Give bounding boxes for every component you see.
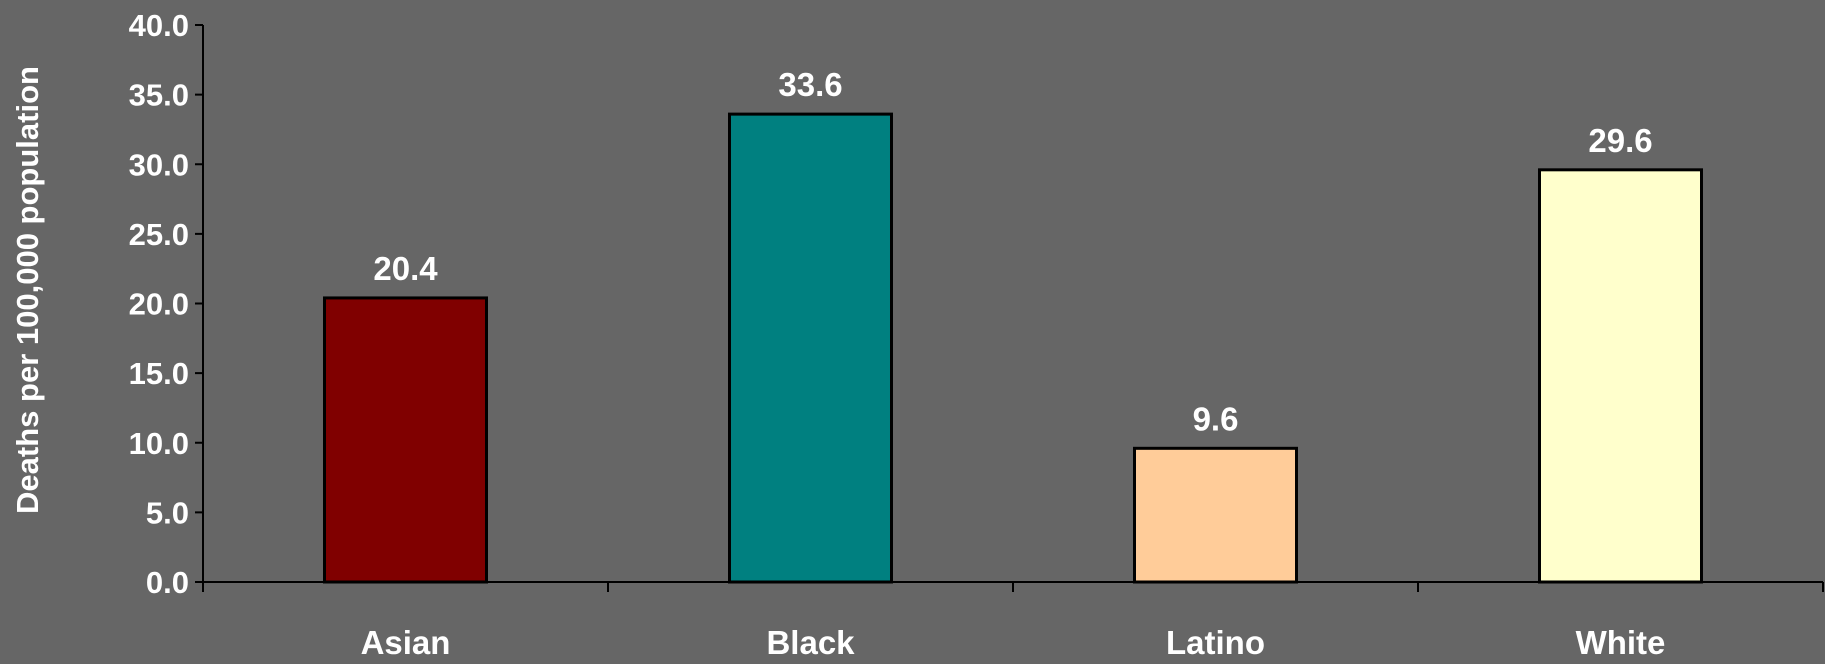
bar-white — [1538, 168, 1703, 584]
x-tick-label: White — [1576, 624, 1666, 661]
x-tick-label: Asian — [361, 624, 451, 661]
bar-asian — [323, 296, 488, 584]
bar-black — [728, 112, 893, 584]
y-tick-label: 5.0 — [146, 495, 189, 530]
bars: 20.4 33.6 9.6 29.6 — [323, 66, 1703, 584]
y-tick-label: 0.0 — [146, 565, 189, 600]
y-tick-label: 35.0 — [129, 78, 189, 113]
data-label: 9.6 — [1193, 400, 1239, 437]
y-tick-label: 20.0 — [129, 287, 189, 322]
x-axis: Asian Black Latino White — [202, 581, 1824, 661]
y-tick-label: 30.0 — [129, 147, 189, 182]
y-tick-label: 10.0 — [129, 426, 189, 461]
y-tick-label: 15.0 — [129, 356, 189, 391]
y-axis: 0.0 5.0 10.0 15.0 20.0 25.0 30.0 35.0 40.0 — [129, 8, 204, 600]
y-tick-label: 25.0 — [129, 217, 189, 252]
y-axis-title: Deaths per 100,000 population — [10, 66, 45, 514]
y-tick-label: 40.0 — [129, 8, 189, 43]
data-label: 29.6 — [1588, 122, 1652, 159]
x-tick-label: Latino — [1166, 624, 1265, 661]
bar-latino — [1133, 446, 1298, 584]
x-tick-label: Black — [766, 624, 855, 661]
data-label: 20.4 — [373, 250, 438, 287]
data-label: 33.6 — [778, 66, 842, 103]
